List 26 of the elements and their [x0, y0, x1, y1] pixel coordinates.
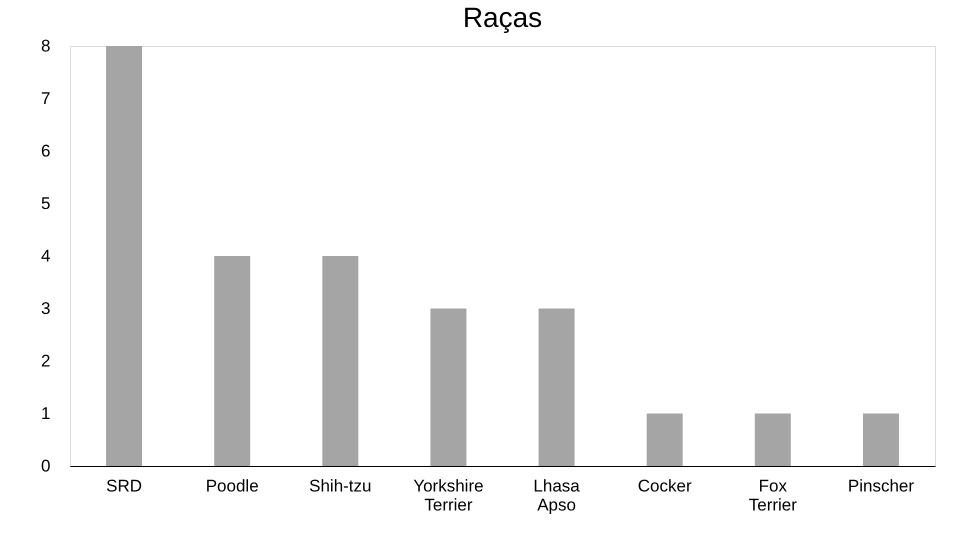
- bar: [214, 256, 250, 466]
- bar: [862, 414, 899, 466]
- x-tick-label: Poodle: [206, 476, 259, 496]
- y-tick-label: 2: [41, 352, 50, 370]
- y-tick-label: 0: [41, 456, 50, 476]
- bar: [106, 46, 142, 466]
- bar: [538, 308, 575, 466]
- bar: [322, 256, 358, 466]
- y-tick-label: 3: [41, 299, 50, 318]
- bar: [646, 414, 683, 466]
- chart-title: Raças: [462, 2, 542, 33]
- y-tick-label: 8: [41, 36, 50, 56]
- y-tick-label: 6: [41, 142, 50, 160]
- x-tick-label: Pinscher: [848, 476, 914, 496]
- y-tick-label: 5: [41, 194, 50, 213]
- y-tick-label: 1: [41, 404, 50, 423]
- y-tick-label: 4: [41, 246, 50, 266]
- bar: [754, 414, 791, 466]
- x-tick-label: SRD: [106, 476, 142, 496]
- bar: [430, 308, 466, 466]
- y-tick-label: 7: [41, 89, 50, 108]
- x-tick-label: Yorkshire Terrier: [413, 476, 484, 514]
- x-tick-label: Cocker: [638, 476, 692, 496]
- x-tick-label: Shih-tzu: [309, 476, 372, 496]
- x-tick-label: Fox Terrier: [748, 476, 798, 514]
- x-tick-label: Lhasa Apso: [533, 476, 580, 514]
